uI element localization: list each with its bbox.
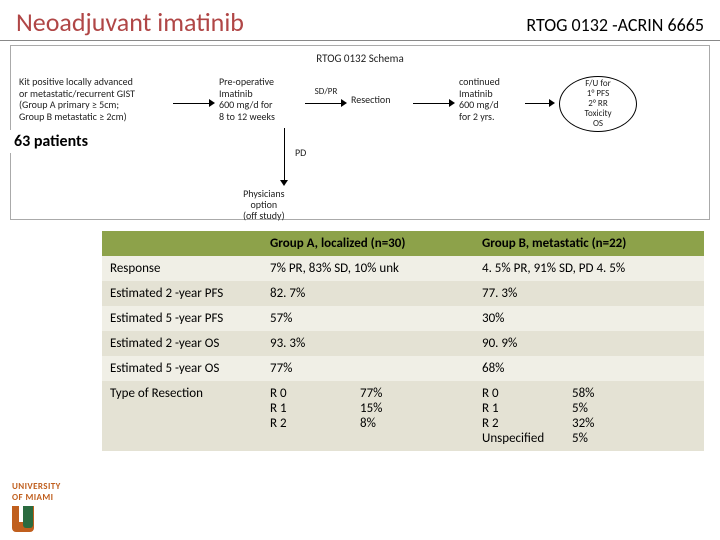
title-left: Neoadjuvant imatinib (16, 6, 244, 38)
resection-cell-b: R 0 R 1 R 2 Unspecified 58% 5% 32% 5% (474, 381, 704, 451)
table-row: Estimated 5 -year OS77%68% (102, 356, 704, 381)
university-miami-logo: UNIVERSITYOF MIAMI (12, 481, 61, 532)
table-body: Response7% PR, 83% SD, 10% unk4. 5% PR, … (102, 256, 704, 451)
arrow-icon: SD/PR (305, 98, 347, 108)
preop-imatinib-box: Pre-operativeImatinib600 mg/d for8 to 12… (219, 76, 301, 122)
col-group-a: Group A, localized (n=30) (262, 231, 474, 256)
arrow-icon (173, 98, 215, 108)
arrow-icon (413, 98, 455, 108)
endpoints-oval: F/U for1° PFS2° RRToxicityOS (559, 76, 637, 132)
slide-header: Neoadjuvant imatinib RTOG 0132 -ACRIN 66… (0, 0, 720, 41)
arrow-icon (525, 98, 555, 108)
schema-title: RTOG 0132 Schema (19, 52, 701, 65)
table-row-resection: Type of Resection R 0 R 1 R 2 77% 15% 8% (102, 381, 704, 451)
table-row: Estimated 2 -year PFS82. 7%77. 3% (102, 281, 704, 306)
logo-text: UNIVERSITYOF MIAMI (12, 481, 61, 503)
continued-imatinib-box: continuedImatinib600 mg/dfor 2 yrs. (459, 76, 521, 122)
kit-criteria-box: Kit positive locally advancedor metastat… (19, 76, 169, 122)
title-right: RTOG 0132 -ACRIN 6665 (526, 14, 704, 36)
resection-box: Resection (351, 94, 409, 106)
resection-cell-a: R 0 R 1 R 2 77% 15% 8% (262, 381, 474, 451)
schema-diagram: RTOG 0132 Schema Kit positive locally ad… (10, 45, 710, 220)
results-table-wrap: Group A, localized (n=30) Group B, metas… (102, 231, 704, 451)
col-group-b: Group B, metastatic (n=22) (474, 231, 704, 256)
down-arrow-icon (279, 128, 289, 186)
patients-count: 63 patients (0, 130, 94, 153)
table-row: Response7% PR, 83% SD, 10% unk4. 5% PR, … (102, 256, 704, 281)
pd-label: PD (295, 146, 306, 159)
logo-u-icon (12, 506, 34, 532)
results-table: Group A, localized (n=30) Group B, metas… (102, 231, 704, 451)
table-row: Estimated 5 -year PFS57%30% (102, 306, 704, 331)
col-blank (102, 231, 262, 256)
resection-label: Type of Resection (102, 381, 262, 451)
flow-row: Kit positive locally advancedor metastat… (19, 76, 701, 132)
table-row: Estimated 2 -year OS93. 3%90. 9% (102, 331, 704, 356)
arrow-label-sdpr: SD/PR (315, 86, 338, 97)
physicians-option-box: Physiciansoption(off study) (243, 188, 285, 221)
